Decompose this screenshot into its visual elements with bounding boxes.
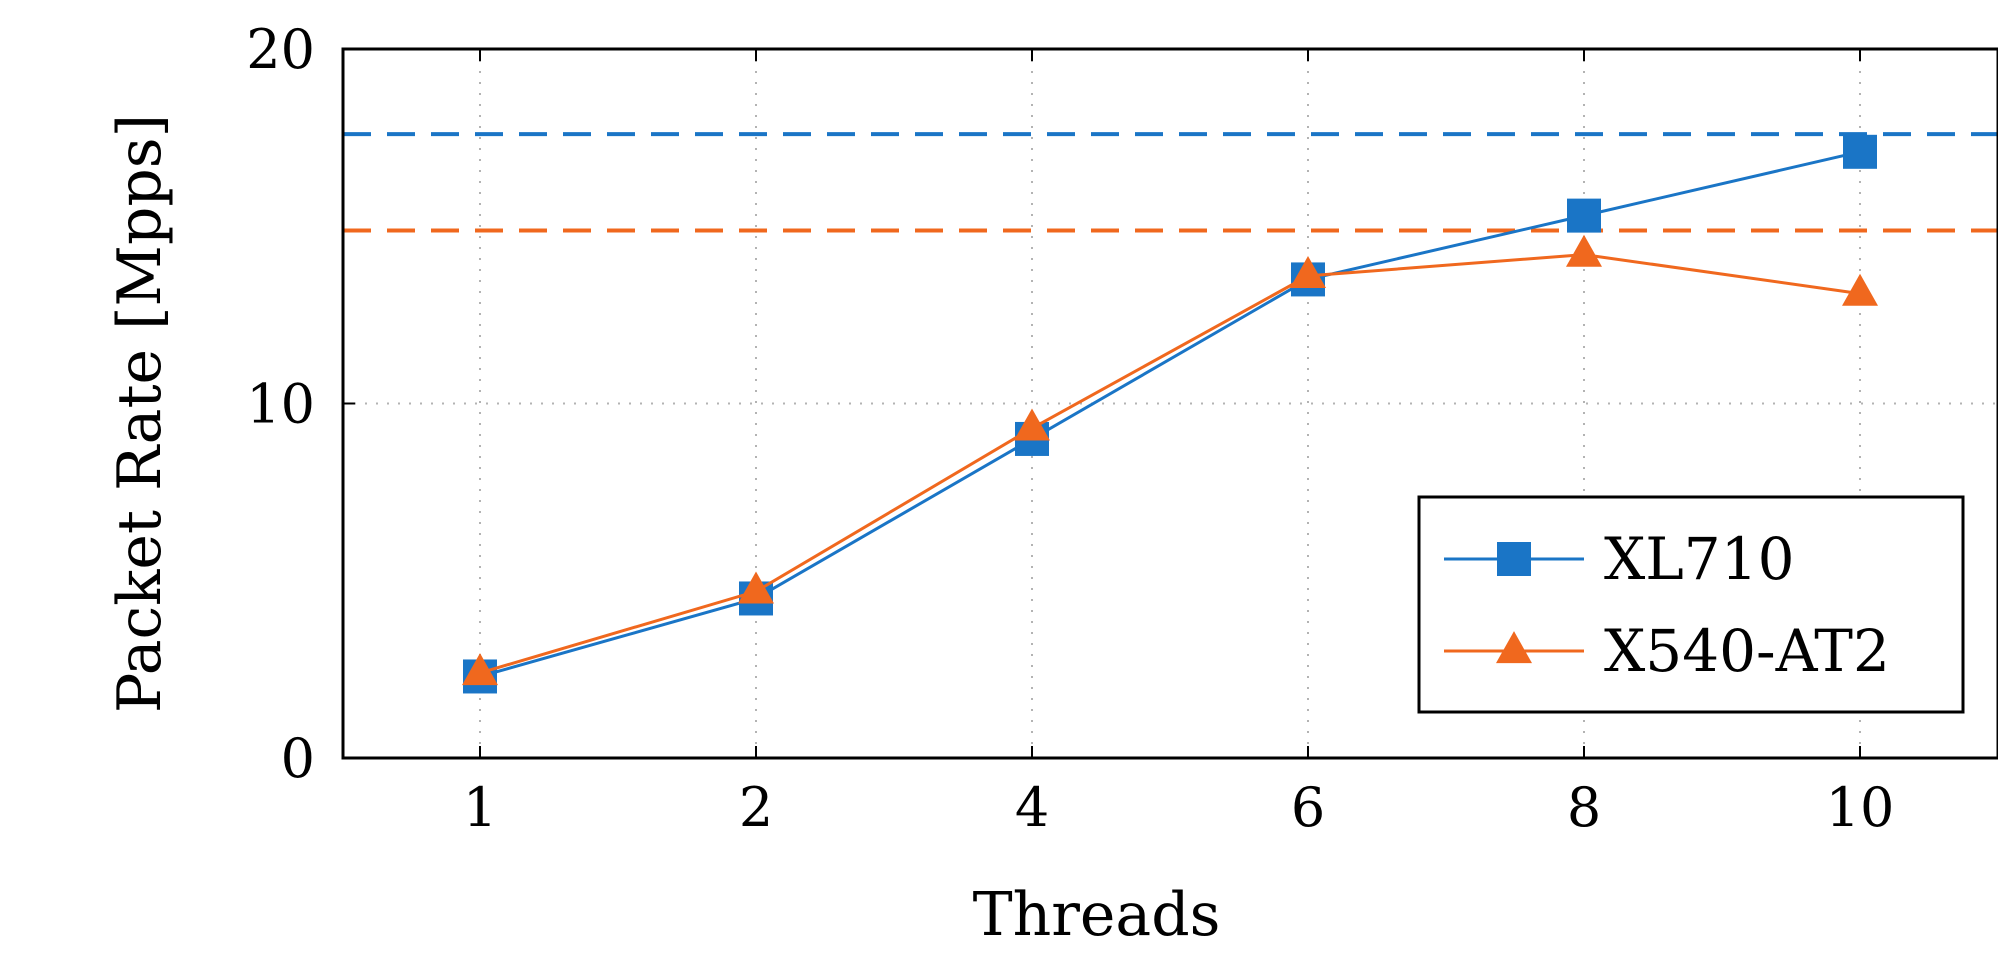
x-tick-label: 8 [1567,776,1601,839]
data-point-x540-at2 [1290,256,1326,289]
x-tick-label: 6 [1291,776,1325,839]
data-point-x540-at2 [1014,408,1050,441]
series-line-x540-at2 [479,253,1861,675]
legend-label-x540-at2: X540-AT2 [1604,617,1890,685]
x-tick-label: 10 [1826,776,1895,839]
legend-marker-xl710 [1497,542,1531,576]
data-point-x540-at2 [1842,273,1878,306]
data-point-x540-at2 [462,653,498,686]
y-tick-label: 10 [246,373,315,436]
legend-entry-x540-at2: X540-AT2 [1444,617,1890,685]
reference-lines-layer [343,132,1998,233]
data-point-x540-at2 [738,571,774,604]
legend-entry-xl710: XL710 [1444,525,1795,593]
legend-box [1417,495,1965,714]
data-point-x540-at2 [1566,234,1602,267]
y-tick-label: 0 [281,727,315,790]
x-tick-label: 4 [1015,776,1049,839]
legend-label-xl710: XL710 [1604,525,1795,593]
y-axis-label: Packet Rate [Mpps] [105,114,175,713]
series-layer [462,134,1878,694]
series-line-xl710 [479,150,1861,678]
x-axis-label: Threads [973,880,1221,950]
data-point-xl710 [1843,134,1877,169]
legend-marker-x540-at2 [1496,631,1532,664]
series-x540-at2 [462,234,1878,686]
tick-layer: 1 2 4 6 8 10 0 10 20 [246,18,1894,839]
legend-entries: XL710 X540-AT2 [1444,525,1890,685]
legend: XL710 X540-AT2 [1417,495,1965,714]
y-tick-label: 20 [246,18,315,81]
data-point-xl710 [1567,198,1601,233]
x-tick-label: 2 [739,776,773,839]
grid-layer [343,49,1998,758]
x-tick-label: 1 [463,776,497,839]
